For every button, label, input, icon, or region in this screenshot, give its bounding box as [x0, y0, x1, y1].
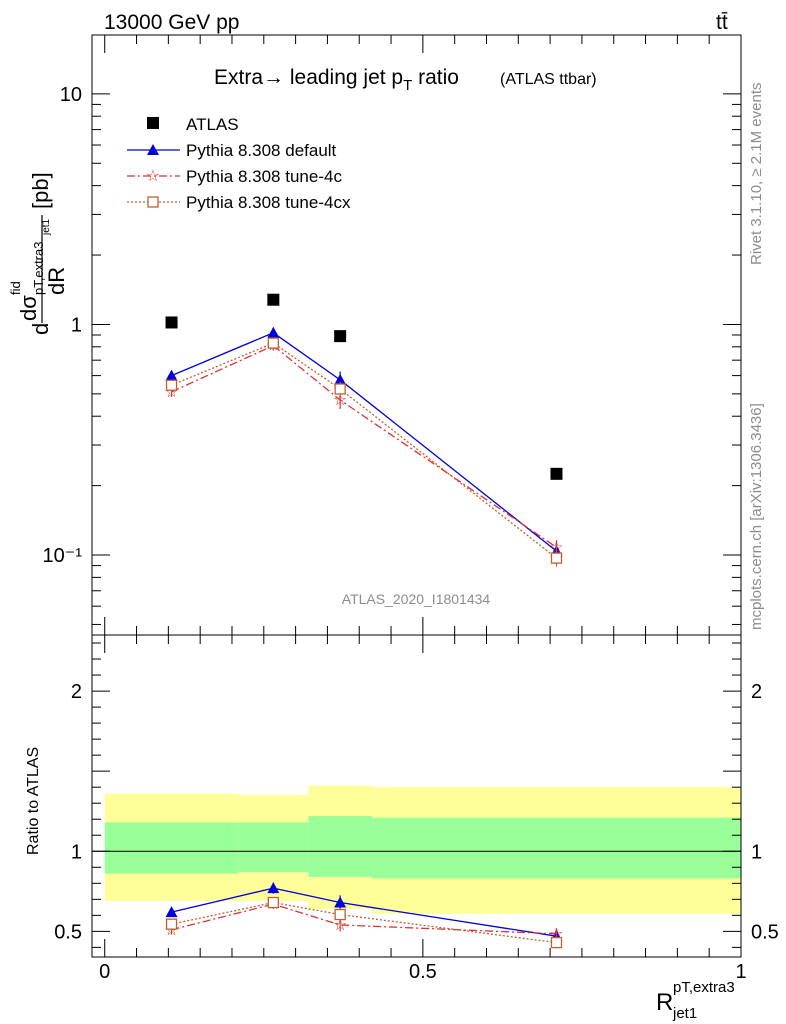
ratio-band-green-1 — [238, 822, 309, 873]
main-series-1-line — [171, 332, 557, 552]
ratio-y-tick-label-right-1: 1 — [751, 841, 762, 863]
main-series-0-point-3 — [550, 467, 563, 480]
y-label-fid: fid — [8, 281, 23, 295]
ratio-series-0-point-2 — [334, 896, 347, 908]
main-series-1-point-0 — [165, 369, 178, 381]
ratio-y-tick-label-right-0: 0.5 — [751, 921, 779, 943]
ratio-y-tick-label-left-0: 0.5 — [54, 921, 82, 943]
main-series-3-point-3 — [550, 552, 563, 564]
main-y-axis-label: d dσ fid pT,extra3 jet1 dR [pb] — [8, 172, 69, 335]
x-tick-label-0: 0 — [99, 961, 110, 983]
legend-tune4cx-marker — [147, 196, 159, 208]
ratio-series-2-point-1 — [267, 896, 279, 909]
ratio-bands-layer — [92, 785, 741, 914]
ratio-band-green-2 — [308, 816, 372, 877]
y-label-d: d — [28, 323, 53, 335]
chart-title-main: Extra→ leading jet p — [214, 66, 403, 89]
ratio-series-2-line — [171, 901, 557, 944]
main-series-2-line — [171, 344, 557, 548]
ratio-series-2 — [165, 896, 563, 949]
legend-atlas-marker — [147, 117, 159, 129]
y-label-dsigma: dσ — [16, 295, 41, 321]
ratio-series-0-point-0 — [165, 906, 178, 918]
main-series-0 — [165, 293, 563, 480]
main-series-1 — [165, 326, 563, 560]
main-axis-ticks: 10⁻¹ 1 10 — [43, 35, 742, 635]
main-y-tick-label-1: 1 — [71, 314, 82, 336]
chart-title-after: ratio — [412, 66, 459, 89]
ratio-band-green-3 — [371, 817, 741, 879]
ratio-series-2-point-0 — [165, 918, 178, 930]
ratio-y-tick-label-left-2: 2 — [71, 681, 82, 703]
legend-tune4cx-label: Pythia 8.308 tune-4cx — [186, 193, 351, 212]
legend: ATLAS Pythia 8.308 default ☆ Pythia 8.30… — [127, 115, 351, 212]
main-series-layer: ☆☆☆☆ — [164, 293, 564, 567]
header-right-label: tt̄ — [716, 11, 728, 34]
chart-subtitle: (ATLAS ttbar) — [500, 71, 597, 88]
ratio-series-2-point-3 — [550, 936, 563, 949]
ratio-band-green-0 — [104, 822, 239, 874]
x-axis-label: R pT,extra3 jet1 — [656, 979, 735, 1022]
legend-atlas-label: ATLAS — [186, 115, 239, 134]
legend-tune4c-marker: ☆ — [146, 166, 160, 185]
y-label-unit: [pb] — [28, 172, 53, 209]
legend-default-label: Pythia 8.308 default — [186, 141, 337, 160]
main-series-0-point-2 — [334, 330, 347, 343]
x-label-subscript: jet1 — [672, 1005, 697, 1022]
main-series-2-point-3: ☆ — [549, 537, 563, 556]
main-series-0-point-0 — [165, 316, 178, 329]
analysis-id-label: ATLAS_2020_I1801434 — [342, 591, 491, 607]
main-series-3-point-1 — [267, 337, 279, 349]
ratio-series-0-line — [171, 887, 557, 937]
main-series-2: ☆☆☆☆ — [164, 336, 563, 557]
main-series-1-point-1 — [267, 326, 280, 338]
x-tick-label-2: 1 — [735, 961, 746, 983]
x-tick-label-1: 0.5 — [409, 961, 437, 983]
main-series-1-point-2 — [334, 373, 347, 385]
ratio-frame — [91, 634, 742, 958]
main-series-3-point-0 — [165, 379, 178, 391]
rivet-version-label: Rivet 3.1.10, ≥ 2.1M events — [748, 83, 765, 266]
main-y-tick-label-0: 10⁻¹ — [43, 545, 83, 567]
ratio-y-axis-label: Ratio to ATLAS — [25, 747, 42, 855]
ratio-series-layer: ☆☆☆☆ — [164, 882, 564, 949]
ratio-series-1-line — [171, 903, 557, 935]
main-y-tick-label-2: 10 — [60, 84, 82, 106]
ratio-y-tick-label-right-2: 2 — [751, 681, 762, 703]
ratio-series-0-point-1 — [267, 882, 280, 894]
x-label-superscript: pT,extra3 — [673, 979, 735, 996]
legend-tune4c-label: Pythia 8.308 tune-4c — [186, 167, 342, 186]
x-label-R: R — [656, 989, 673, 1016]
mcplots-label: mcplots.cern.ch [arXiv:1306.3436] — [748, 403, 765, 630]
main-series-3-point-2 — [334, 383, 346, 395]
y-label-dR: dR — [44, 267, 69, 295]
main-series-3 — [165, 337, 563, 567]
ratio-series-2-point-2 — [334, 908, 346, 921]
chart-title: Extra→ leading jet pT ratio — [214, 66, 459, 94]
main-series-3-line — [171, 342, 557, 559]
main-series-2-point-2: ☆ — [333, 390, 347, 409]
ratio-y-tick-label-left-1: 1 — [71, 841, 82, 863]
header-left-label: 13000 GeV pp — [104, 11, 239, 34]
chart-title-subscript: T — [403, 77, 412, 94]
legend-default-marker — [147, 144, 159, 155]
main-series-0-point-1 — [267, 293, 280, 306]
y-label-jet1: jet1 — [41, 218, 52, 236]
